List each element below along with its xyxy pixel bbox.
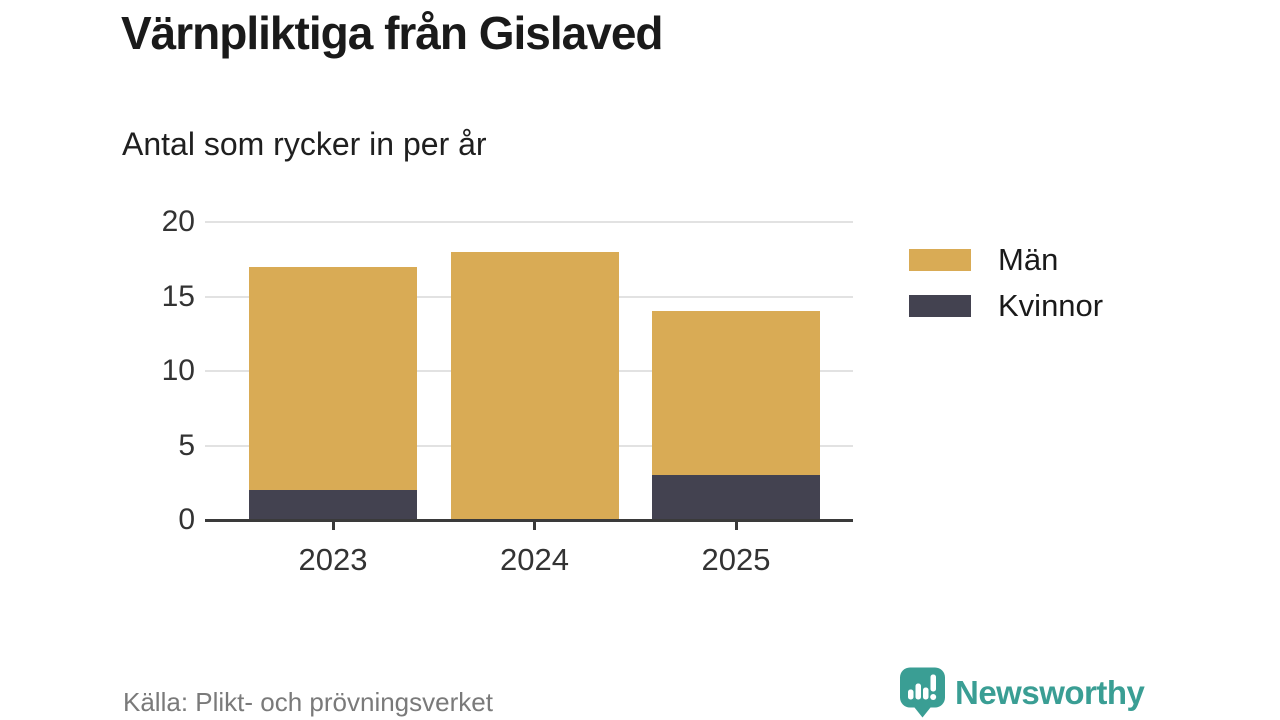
gridline-y-20	[205, 221, 853, 223]
legend-label: Män	[998, 242, 1059, 277]
y-tick-label-10: 10	[161, 354, 195, 387]
newsworthy-wordmark: Newsworthy	[955, 673, 1145, 711]
x-tick-2024	[533, 521, 536, 530]
x-tick-label-2024: 2024	[500, 542, 569, 577]
bar-2023-kvinnor	[249, 490, 417, 520]
x-tick-label-2023: 2023	[298, 542, 368, 577]
bar-2025-män	[652, 311, 820, 476]
legend-item-kvinnor: Kvinnor	[909, 288, 1104, 323]
y-tick-label-5: 5	[178, 428, 195, 462]
x-axis-line	[205, 519, 853, 522]
newsworthy-logo: Newsworthy	[899, 666, 1145, 719]
legend-label: Kvinnor	[998, 288, 1104, 323]
x-tick-label-2025: 2025	[701, 542, 771, 577]
bar-2025-kvinnor	[652, 475, 820, 520]
chart-title: Värnpliktiga från Gislaved	[121, 7, 664, 59]
bar-2023-män	[249, 266, 417, 491]
x-tick-2023	[331, 521, 335, 530]
source-caption: Källa: Plikt- och prövningsverket	[123, 687, 493, 717]
newsworthy-logo-icon	[900, 667, 945, 718]
chart-subtitle: Antal som rycker in per år	[122, 126, 487, 162]
x-tick-2025	[734, 521, 738, 530]
legend-swatch-icon	[909, 249, 971, 271]
plot-area: 0 5 10 15 20 2023 2024 2025	[162, 207, 853, 577]
bar-2024-män	[450, 251, 619, 520]
y-tick-label-20: 20	[161, 205, 195, 238]
y-tick-label-0: 0	[178, 503, 195, 536]
legend-item-män: Män	[909, 242, 1103, 277]
legend: Män Kvinnor	[909, 242, 1104, 323]
legend-swatch-icon	[909, 295, 971, 317]
y-tick-label-15: 15	[161, 279, 195, 313]
